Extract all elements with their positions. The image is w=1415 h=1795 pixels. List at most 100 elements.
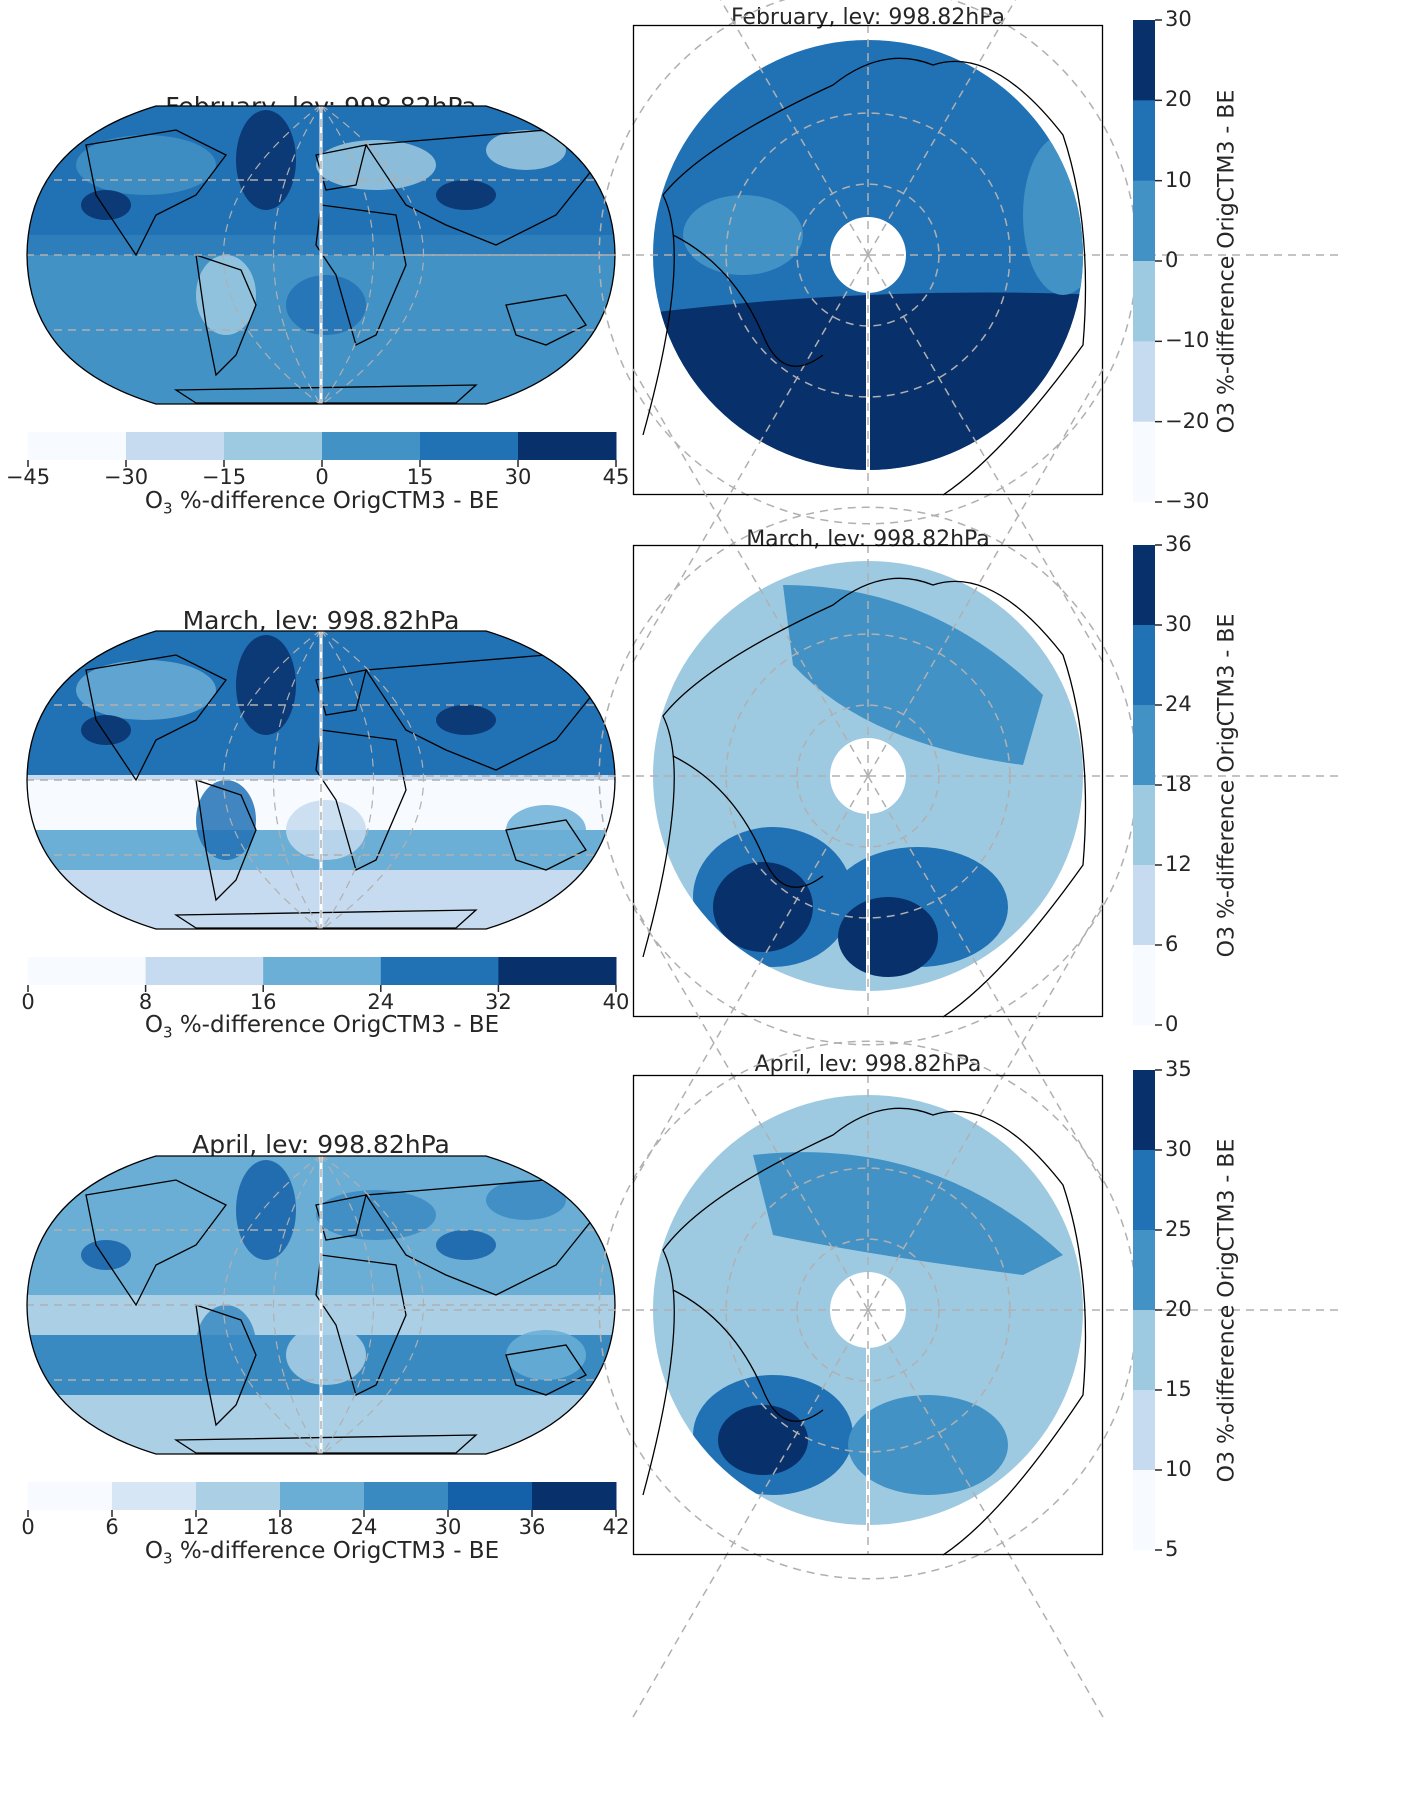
global-colorbar-tick: 6 <box>105 1515 119 1539</box>
global-colorbar-segment <box>28 957 147 985</box>
global-colorbar-tick: 8 <box>138 990 153 1014</box>
polar-colorbar-tick: −20 <box>1165 408 1210 433</box>
global-colorbar-tick: −45 <box>5 465 51 489</box>
polar-colorbar-tick: 0 <box>1165 1012 1179 1036</box>
global-colorbar-tick: 30 <box>504 465 532 489</box>
polar-colorbar-tick: 20 <box>1165 87 1192 112</box>
label-main: O <box>144 1538 163 1564</box>
polar-colorbar <box>1133 544 1162 1026</box>
global-colorbar-tick: 18 <box>266 1515 294 1539</box>
polar-colorbar-segment <box>1133 945 1155 1026</box>
polar-colorbar-segment <box>1133 1470 1155 1551</box>
polar-colorbar-tick: 30 <box>1165 1137 1192 1161</box>
label-rest: %-difference OrigCTM3 - BE <box>172 488 500 514</box>
global-colorbar-segment <box>380 957 499 985</box>
global-colorbar-tick: 15 <box>406 465 434 489</box>
global-colorbar-segment <box>532 1482 617 1510</box>
polar-colorbar-label: O3 %-difference OrigCTM3 - BE <box>1214 1138 1240 1483</box>
global-colorbar-segment <box>518 432 617 460</box>
global-colorbar-tick: 40 <box>602 990 630 1014</box>
global-colorbar-tick: 32 <box>485 990 512 1014</box>
global-colorbar <box>27 957 617 992</box>
global-colorbar-segment <box>498 957 617 985</box>
global-colorbar <box>27 1482 617 1517</box>
polar-colorbar-segment <box>1133 421 1155 503</box>
polar-colorbar-tick: 0 <box>1165 248 1179 272</box>
global-colorbar-segment <box>112 1482 197 1510</box>
polar-colorbar <box>1133 1069 1162 1551</box>
label-subscript: 3 <box>162 499 173 518</box>
polar-colorbar-tick: 12 <box>1165 852 1192 876</box>
global-colorbar-tick: 12 <box>182 1515 210 1539</box>
polar-colorbar-segment <box>1133 1070 1155 1151</box>
label-main: O <box>144 1012 163 1038</box>
global-colorbar-tick: 30 <box>434 1515 462 1539</box>
global-colorbar-tick: 0 <box>21 1515 35 1539</box>
polar-colorbar-tick: 30 <box>1165 612 1192 636</box>
label-rest: %-difference OrigCTM3 - BE <box>172 1012 500 1038</box>
polar-colorbar-segment <box>1133 341 1155 423</box>
global-map-title: April, lev: 998.82hPa <box>192 1130 450 1159</box>
polar-colorbar-tick: 10 <box>1165 167 1192 192</box>
polar-colorbar-tick: −10 <box>1165 328 1210 353</box>
global-colorbar-segment <box>280 1482 365 1510</box>
global-colorbar-tick: 0 <box>21 990 35 1014</box>
polar-colorbar-segment <box>1133 785 1155 866</box>
polar-colorbar-tick: 25 <box>1165 1217 1192 1241</box>
global-colorbar-tick: −30 <box>103 465 149 489</box>
global-colorbar-segment <box>420 432 519 460</box>
polar-colorbar-segment <box>1133 1230 1155 1311</box>
polar-map-title: April, lev: 998.82hPa <box>754 1052 982 1077</box>
global-colorbar-segment <box>263 957 382 985</box>
polar-map <box>398 0 1338 663</box>
polar-colorbar-segment <box>1133 100 1155 182</box>
global-colorbar-label: O3 %-difference OrigCTM3 - BE <box>28 1012 616 1042</box>
global-colorbar-tick: 45 <box>602 465 630 489</box>
polar-map <box>398 368 1338 1184</box>
global-map-title: March, lev: 998.82hPa <box>182 606 460 635</box>
polar-map <box>398 902 1338 1718</box>
global-colorbar-label: O3 %-difference OrigCTM3 - BE <box>28 488 616 518</box>
polar-colorbar-segment <box>1133 1150 1155 1231</box>
global-colorbar-segment <box>322 432 421 460</box>
global-colorbar-segment <box>448 1482 533 1510</box>
polar-colorbar-tick: 24 <box>1165 692 1192 716</box>
global-colorbar-tick: 24 <box>350 1515 378 1539</box>
global-colorbar-tick: 42 <box>602 1515 630 1539</box>
label-rest: %-difference OrigCTM3 - BE <box>172 1538 500 1564</box>
global-colorbar-segment <box>126 432 225 460</box>
global-colorbar-tick: −15 <box>201 465 247 489</box>
global-colorbar <box>27 432 617 467</box>
polar-colorbar <box>1133 19 1162 503</box>
polar-colorbar-segment <box>1133 1310 1155 1391</box>
global-map <box>26 1155 616 1455</box>
polar-colorbar-segment <box>1133 261 1155 342</box>
polar-colorbar-tick: −30 <box>1165 489 1210 513</box>
label-main: O <box>144 488 163 514</box>
global-colorbar-segment <box>364 1482 449 1510</box>
polar-colorbar-label: O3 %-difference OrigCTM3 - BE <box>1214 613 1240 958</box>
global-colorbar-segment <box>28 1482 113 1510</box>
polar-colorbar-tick: 35 <box>1165 1057 1192 1081</box>
label-subscript: 3 <box>162 1549 173 1568</box>
polar-colorbar-tick: 18 <box>1165 772 1192 796</box>
global-map <box>26 630 616 930</box>
global-colorbar-segment <box>145 957 264 985</box>
polar-colorbar-tick: 30 <box>1165 7 1192 31</box>
polar-colorbar-tick: 20 <box>1165 1297 1192 1321</box>
global-colorbar-tick: 16 <box>249 990 277 1014</box>
polar-colorbar-segment <box>1133 865 1155 946</box>
polar-colorbar-segment <box>1133 180 1155 262</box>
polar-colorbar-segment <box>1133 20 1155 101</box>
polar-colorbar-tick: 15 <box>1165 1377 1192 1401</box>
polar-colorbar-tick: 6 <box>1165 932 1179 956</box>
global-colorbar-segment <box>224 432 323 460</box>
global-colorbar-label: O3 %-difference OrigCTM3 - BE <box>28 1538 616 1568</box>
polar-colorbar-segment <box>1133 705 1155 786</box>
polar-colorbar-label: O3 %-difference OrigCTM3 - BE <box>1214 89 1240 434</box>
global-colorbar-segment <box>28 432 127 460</box>
global-colorbar-tick: 36 <box>518 1515 546 1539</box>
polar-colorbar-tick: 36 <box>1165 532 1192 556</box>
polar-colorbar-segment <box>1133 1390 1155 1471</box>
polar-colorbar-tick: 10 <box>1165 1457 1192 1481</box>
